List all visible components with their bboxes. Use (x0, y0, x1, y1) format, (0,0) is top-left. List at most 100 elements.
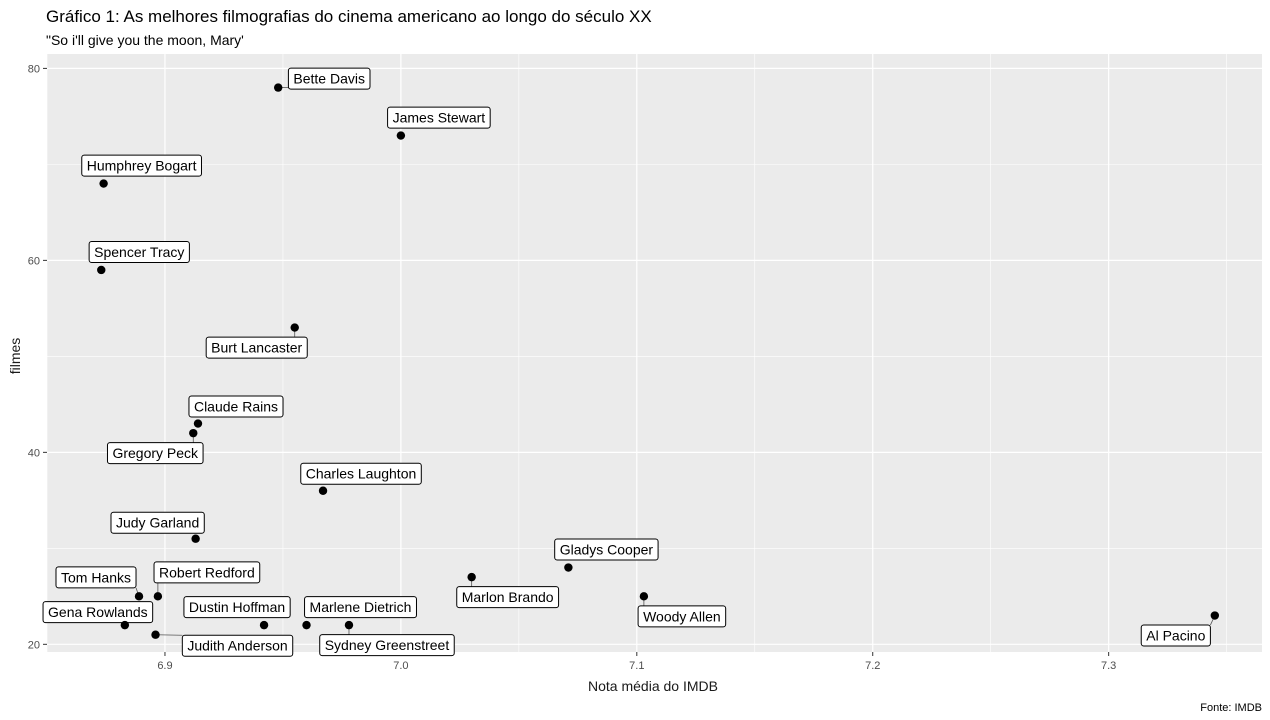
label-text: Robert Redford (159, 564, 255, 580)
point-label: Al Pacino (1140, 624, 1211, 647)
label-box (637, 605, 727, 628)
point-label: Marlene Dietrich (304, 596, 417, 619)
data-point (396, 131, 406, 140)
label-box (153, 561, 261, 584)
label-text: Sydney Greenstreet (325, 637, 450, 653)
y-tick-label: 60 (28, 255, 40, 267)
label-text: Gladys Cooper (560, 542, 654, 558)
label-text: Marlene Dietrich (310, 599, 412, 615)
label-text: James Stewart (393, 110, 486, 126)
y-tick-label: 80 (28, 63, 40, 75)
y-tick-label: 40 (28, 447, 40, 459)
x-tick-label: 7.2 (865, 660, 880, 672)
label-box (106, 442, 204, 465)
label-box (287, 67, 371, 90)
point-label: Charles Laughton (300, 462, 422, 485)
point-label: Burt Lancaster (205, 336, 308, 359)
point-label: Judith Anderson (181, 634, 294, 657)
label-box (110, 511, 205, 534)
point-label: Dustin Hoffman (183, 596, 291, 619)
x-tick-label: 7.1 (629, 660, 644, 672)
data-point (120, 620, 130, 630)
label-text: Marlon Brando (462, 589, 554, 605)
data-points (97, 83, 1220, 639)
data-point (302, 620, 311, 630)
label-box (319, 634, 455, 657)
data-point (189, 428, 198, 438)
data-point (639, 592, 649, 601)
point-label: Robert Redford (153, 561, 261, 584)
label-box (88, 240, 190, 263)
label-segment (155, 634, 183, 636)
point-label: Gena Rowlands (42, 601, 154, 624)
point-label: Humphrey Bogart (81, 154, 202, 177)
point-label: Spencer Tracy (88, 240, 190, 263)
label-text: Charles Laughton (306, 466, 417, 482)
data-point (151, 630, 160, 639)
y-axis: 20 40 60 80 (28, 63, 47, 651)
label-text: Tom Hanks (61, 569, 131, 585)
label-box (81, 154, 202, 177)
label-text: Woody Allen (643, 608, 721, 624)
chart-caption: Fonte: IMDB (1200, 702, 1262, 714)
label-text: Dustin Hoffman (189, 599, 285, 615)
x-axis-title: Nota média do IMDB (588, 678, 718, 694)
x-tick-label: 7.3 (1101, 660, 1116, 672)
label-text: Gregory Peck (112, 445, 199, 461)
data-point (191, 534, 200, 543)
label-text: Burt Lancaster (211, 340, 302, 356)
data-point (153, 592, 163, 601)
label-box (183, 596, 291, 619)
y-axis-title: filmes (7, 338, 23, 375)
data-point (259, 620, 269, 630)
label-box (387, 106, 491, 129)
point-label: Claude Rains (188, 395, 284, 418)
label-text: Judy Garland (116, 515, 199, 531)
data-point (1210, 611, 1220, 620)
data-point (318, 486, 328, 495)
label-box (181, 634, 294, 657)
x-tick-label: 7.0 (393, 660, 408, 672)
label-box (42, 601, 154, 624)
label-box (456, 586, 560, 609)
label-text: Spencer Tracy (94, 244, 184, 260)
data-point (290, 323, 299, 332)
point-label: Gregory Peck (106, 442, 204, 465)
label-box (300, 462, 422, 485)
x-axis: 6.9 7.0 7.1 7.2 7.3 (157, 652, 1116, 672)
label-text: Claude Rains (194, 399, 278, 415)
label-text: Humphrey Bogart (87, 158, 197, 174)
label-box (554, 538, 659, 561)
point-label: Marlon Brando (456, 586, 560, 609)
label-box (1140, 624, 1211, 647)
grid-major (47, 54, 1262, 652)
data-point (564, 563, 573, 572)
data-point (344, 620, 354, 630)
data-point (274, 83, 283, 92)
label-text: Bette Davis (293, 71, 365, 87)
point-label: Bette Davis (287, 67, 371, 90)
data-point (99, 179, 108, 188)
data-point (134, 592, 144, 601)
point-label: Woody Allen (637, 605, 727, 628)
chart-subtitle: "So i'll give you the moon, Mary' (46, 32, 244, 48)
data-point (97, 265, 106, 275)
label-text: Gena Rowlands (48, 604, 148, 620)
data-point (193, 419, 203, 428)
point-label: Judy Garland (110, 511, 205, 534)
data-point (467, 572, 476, 582)
point-label: Gladys Cooper (554, 538, 659, 561)
x-tick-label: 6.9 (157, 660, 172, 672)
y-tick-label: 20 (28, 639, 40, 651)
point-label: Sydney Greenstreet (319, 634, 455, 657)
label-text: Judith Anderson (187, 638, 287, 654)
label-box (304, 596, 417, 619)
point-label: Tom Hanks (55, 566, 137, 589)
point-labels: Bette Davis James Stewart Humphrey Bogart S… (42, 67, 1211, 657)
chart-title: Gráfico 1: As melhores filmografias do c… (46, 7, 652, 26)
label-box (188, 395, 284, 418)
label-box (55, 566, 137, 589)
point-label: James Stewart (387, 106, 491, 129)
label-box (205, 336, 308, 359)
